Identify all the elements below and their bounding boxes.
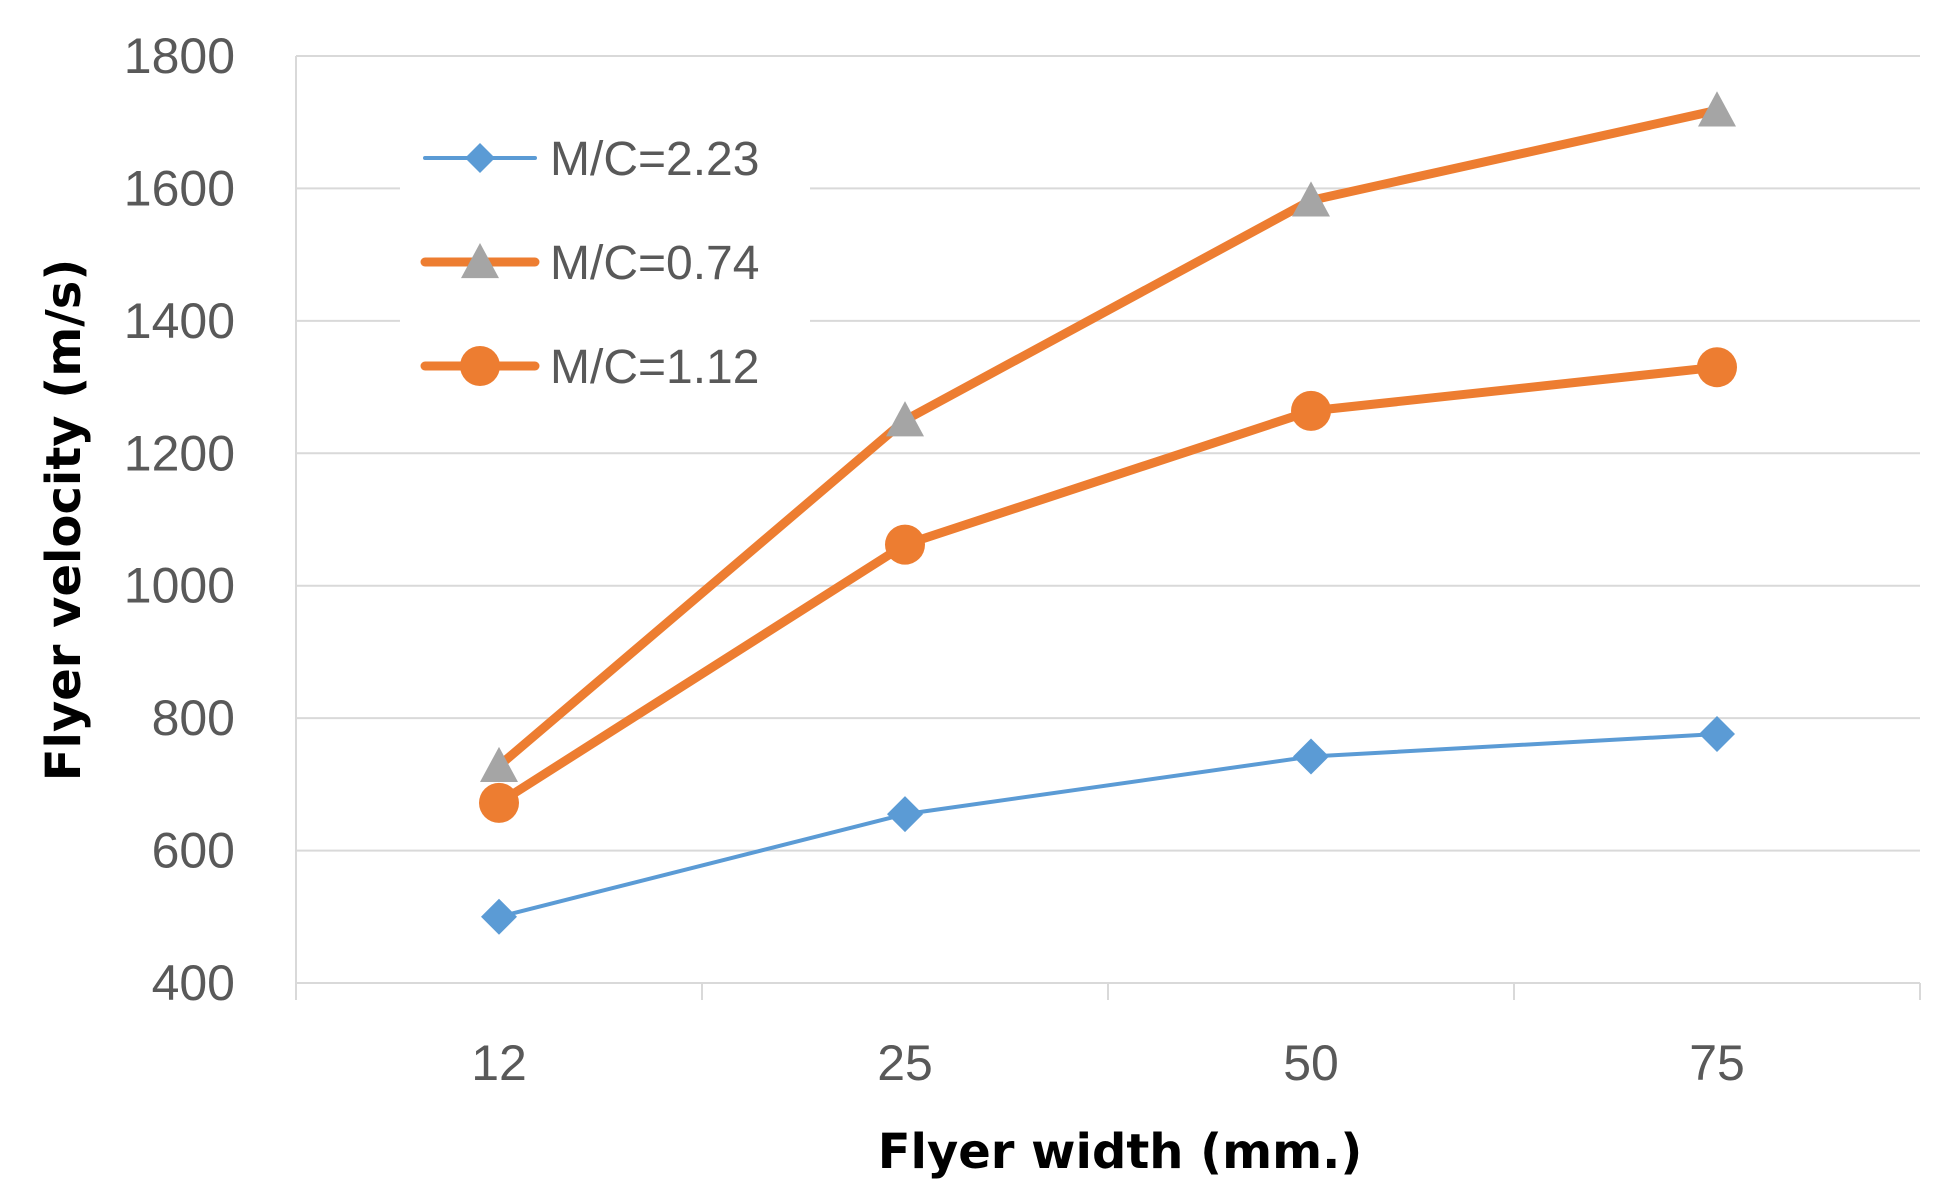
data-point bbox=[1291, 390, 1331, 431]
x-axis-ticks: 12 25 50 75 bbox=[295, 983, 1921, 1091]
data-point bbox=[885, 524, 925, 565]
data-point bbox=[479, 782, 519, 823]
x-tick-label: 25 bbox=[877, 1035, 933, 1091]
y-axis-title: Flyer velocity (m/s) bbox=[36, 259, 92, 782]
series-line bbox=[497, 732, 1719, 919]
data-point bbox=[886, 401, 924, 437]
legend-label: M/C=2.23 bbox=[550, 133, 759, 186]
y-tick-label: 1800 bbox=[124, 28, 235, 84]
y-tick-label: 1000 bbox=[124, 558, 235, 614]
x-tick-label: 12 bbox=[471, 1035, 527, 1091]
x-axis-title: Flyer width (mm.) bbox=[878, 1124, 1363, 1180]
x-tick-label: 75 bbox=[1689, 1035, 1745, 1091]
y-tick-label: 600 bbox=[152, 823, 235, 879]
data-point bbox=[887, 796, 923, 833]
legend-swatch-marker bbox=[465, 143, 495, 173]
series-group bbox=[479, 91, 1737, 935]
legend-label: M/C=1.12 bbox=[550, 341, 759, 394]
x-tick-label: 50 bbox=[1283, 1035, 1339, 1091]
series-line bbox=[494, 105, 1722, 771]
y-tick-label: 1600 bbox=[124, 160, 235, 216]
y-tick-label: 400 bbox=[152, 955, 235, 1011]
legend-swatch-marker bbox=[461, 243, 499, 279]
legend: M/C=2.23 M/C=0.74 M/C=1.12 bbox=[400, 100, 810, 420]
data-point bbox=[1697, 347, 1737, 388]
data-point bbox=[481, 898, 517, 935]
data-point bbox=[1292, 181, 1330, 217]
data-point bbox=[1698, 91, 1736, 127]
data-point bbox=[1293, 738, 1329, 775]
legend-swatch-marker bbox=[460, 346, 500, 386]
y-tick-label: 1400 bbox=[124, 293, 235, 349]
data-point bbox=[480, 746, 518, 782]
data-point bbox=[1699, 716, 1735, 753]
legend-label: M/C=0.74 bbox=[550, 237, 759, 290]
y-axis-ticks: 400 600 800 1000 1200 1400 1600 1800 bbox=[124, 28, 235, 1011]
y-tick-label: 800 bbox=[152, 690, 235, 746]
y-tick-label: 1200 bbox=[124, 425, 235, 481]
series-line bbox=[494, 362, 1722, 808]
